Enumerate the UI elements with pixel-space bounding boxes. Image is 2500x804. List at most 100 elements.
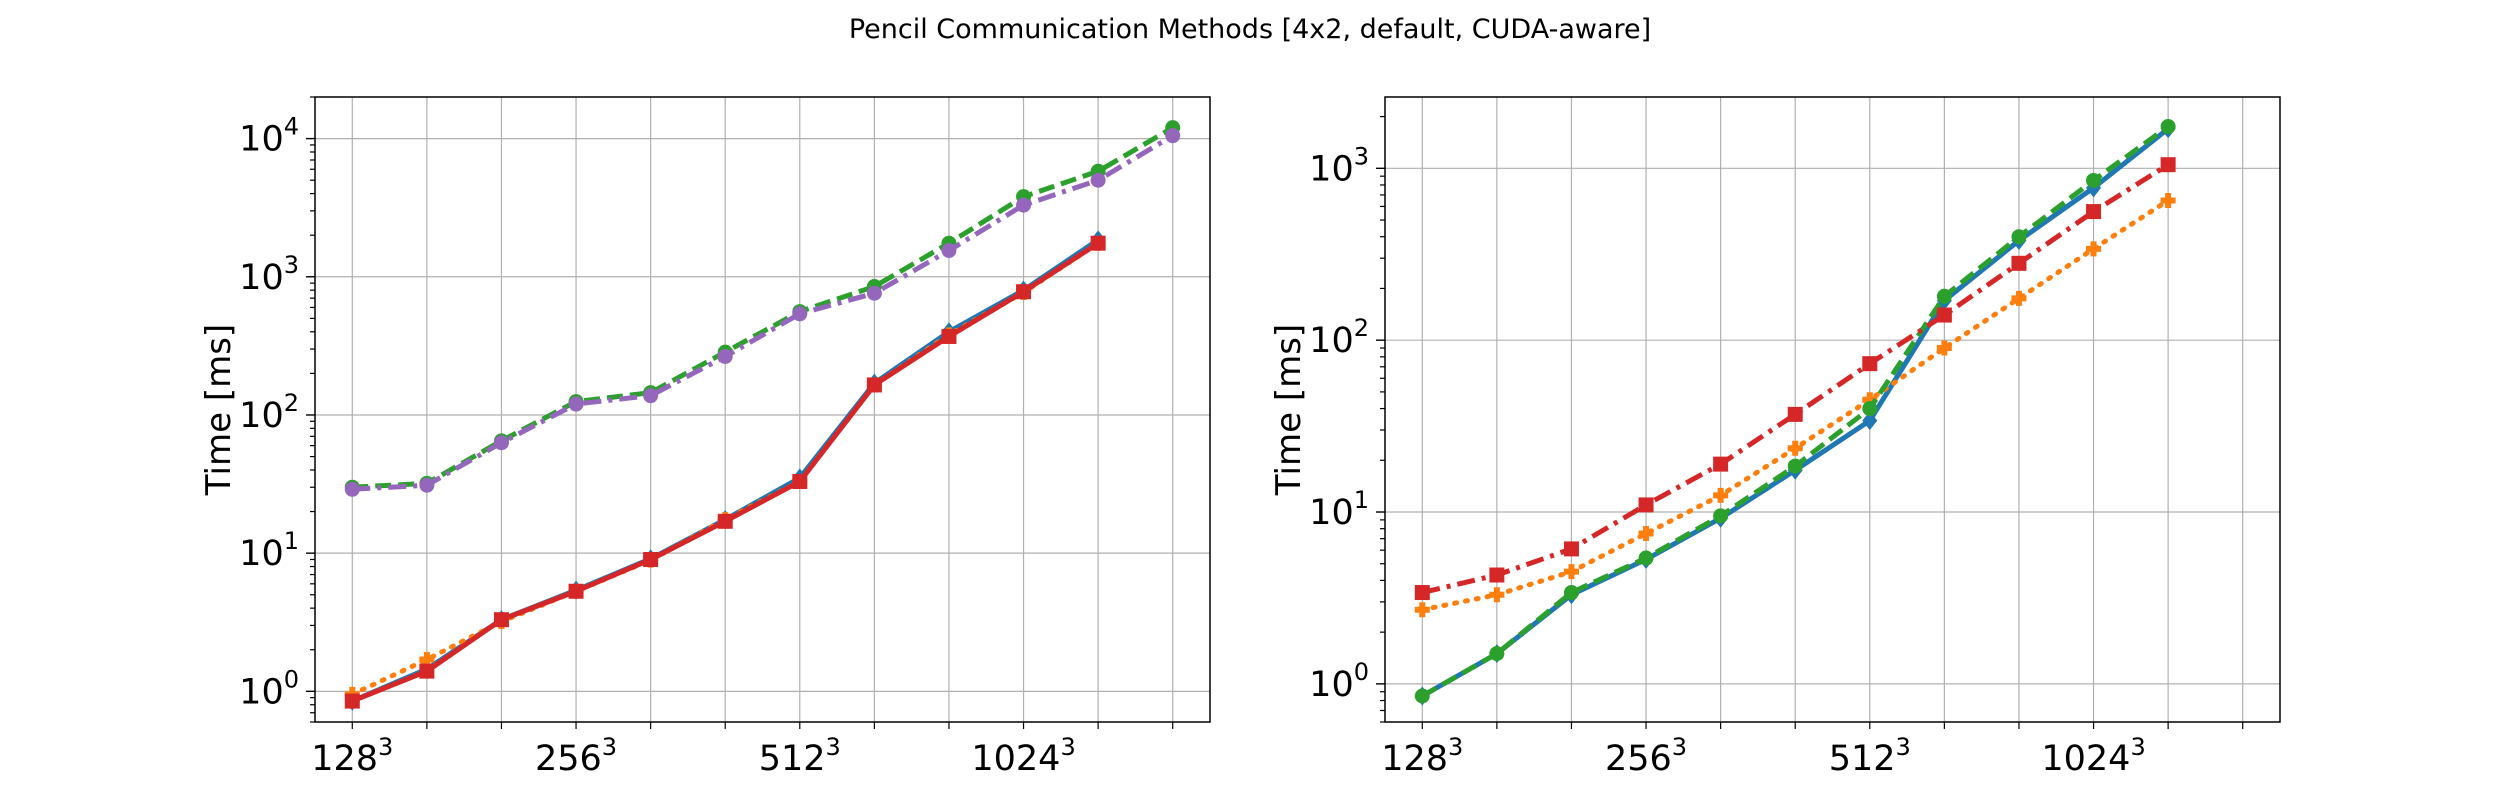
series-3 bbox=[1414, 119, 2176, 704]
plot-frame bbox=[314, 96, 1211, 723]
data-point bbox=[792, 474, 808, 490]
right-chart: 1283 2563 5123 10243 100 101 102 103 Time [ms] bbox=[1269, 96, 2281, 779]
data-point bbox=[1090, 172, 1106, 188]
data-point bbox=[1862, 411, 1878, 431]
data-point bbox=[1936, 307, 1952, 323]
data-point bbox=[419, 477, 435, 493]
data-point bbox=[1638, 550, 1654, 566]
y-axis-label: Time [ms] bbox=[199, 324, 239, 496]
data-point bbox=[1414, 688, 1430, 704]
data-point bbox=[1862, 392, 1878, 408]
x-tick-label: 2563 bbox=[535, 733, 617, 779]
data-point bbox=[866, 377, 882, 393]
y-tick-label: 103 bbox=[1309, 142, 1369, 189]
grid bbox=[315, 97, 1210, 722]
y-ticks: 100 101 102 103 104 bbox=[239, 113, 315, 712]
figure-title: Pencil Communication Methods [4x2, defau… bbox=[849, 14, 1651, 45]
data-point bbox=[1638, 497, 1654, 513]
data-point bbox=[643, 388, 659, 404]
data-point bbox=[2011, 290, 2027, 306]
data-point bbox=[1787, 440, 1803, 456]
data-point bbox=[1016, 197, 1032, 213]
data-point bbox=[1787, 406, 1803, 422]
x-tick-label: 5123 bbox=[1829, 733, 1911, 779]
y-tick-label: 101 bbox=[239, 527, 299, 574]
data-point bbox=[941, 328, 957, 344]
data-point bbox=[941, 242, 957, 258]
data-point bbox=[717, 348, 733, 364]
data-point bbox=[344, 481, 360, 497]
data-point bbox=[1563, 541, 1579, 557]
data-point bbox=[1713, 487, 1729, 503]
y-tick-label: 104 bbox=[239, 113, 299, 160]
y-ticks: 100 101 102 103 bbox=[1309, 142, 1385, 705]
series-4 bbox=[1414, 157, 2176, 601]
y-minor-ticks bbox=[1380, 115, 1385, 723]
data-point bbox=[493, 435, 509, 451]
data-point bbox=[1713, 508, 1729, 524]
x-tick-label: 1283 bbox=[1381, 733, 1463, 779]
data-point bbox=[419, 663, 435, 679]
data-point bbox=[643, 551, 659, 567]
data-point bbox=[493, 612, 509, 628]
y-tick-label: 100 bbox=[239, 665, 299, 712]
data-point bbox=[1936, 340, 1952, 356]
data-point bbox=[1563, 564, 1579, 580]
x-tick-label: 1283 bbox=[311, 733, 393, 779]
data-point bbox=[866, 285, 882, 301]
x-ticks: 1283 2563 5123 10243 bbox=[1381, 722, 2244, 779]
data-point bbox=[2011, 255, 2027, 271]
y-tick-label: 102 bbox=[239, 389, 299, 436]
series-3 bbox=[344, 120, 1181, 495]
data-point bbox=[1563, 585, 1579, 601]
data-point bbox=[2086, 172, 2102, 188]
plot-frame bbox=[1384, 96, 2281, 723]
y-minor-ticks bbox=[310, 96, 315, 723]
x-ticks: 1283 2563 5123 10243 bbox=[311, 722, 1174, 779]
data-point bbox=[792, 306, 808, 322]
series-line bbox=[352, 133, 1174, 492]
left-chart: 1283 2563 5123 10243 100 101 102 103 104 Time [ms… bbox=[199, 96, 1211, 779]
data-point bbox=[1787, 458, 1803, 474]
series-4 bbox=[344, 235, 1106, 709]
data-point bbox=[1016, 284, 1032, 300]
data-point bbox=[2160, 192, 2176, 208]
x-tick-label: 5123 bbox=[759, 733, 841, 779]
data-point bbox=[2086, 204, 2102, 220]
data-point bbox=[1165, 128, 1181, 144]
data-point bbox=[1862, 356, 1878, 372]
data-point bbox=[2160, 157, 2176, 173]
data-point bbox=[344, 693, 360, 709]
data-point bbox=[1638, 525, 1654, 541]
data-point bbox=[419, 651, 435, 667]
data-point bbox=[568, 583, 584, 599]
series-5 bbox=[344, 128, 1181, 497]
data-point bbox=[1414, 585, 1430, 601]
x-tick-label: 2563 bbox=[1605, 733, 1687, 779]
data-point bbox=[2086, 241, 2102, 257]
grid bbox=[1385, 97, 2280, 722]
data-point bbox=[568, 396, 584, 412]
data-point bbox=[717, 513, 733, 529]
data-point bbox=[1936, 288, 1952, 304]
data-point bbox=[2011, 229, 2027, 245]
data-point bbox=[1489, 587, 1505, 603]
y-tick-label: 100 bbox=[1309, 658, 1369, 705]
series-2 bbox=[1414, 192, 2176, 618]
data-point bbox=[1862, 401, 1878, 417]
series-line bbox=[352, 125, 1174, 490]
data-point bbox=[1489, 646, 1505, 662]
y-tick-label: 102 bbox=[1309, 314, 1369, 361]
x-tick-label: 10243 bbox=[971, 733, 1075, 779]
data-point bbox=[1489, 567, 1505, 583]
x-tick-label: 10243 bbox=[2041, 733, 2145, 779]
data-point bbox=[2160, 119, 2176, 135]
data-point bbox=[1090, 235, 1106, 251]
data-point bbox=[1414, 602, 1430, 618]
y-tick-label: 101 bbox=[1309, 486, 1369, 533]
data-point bbox=[1713, 456, 1729, 472]
y-axis-label: Time [ms] bbox=[1269, 324, 1309, 496]
y-tick-label: 103 bbox=[239, 251, 299, 298]
